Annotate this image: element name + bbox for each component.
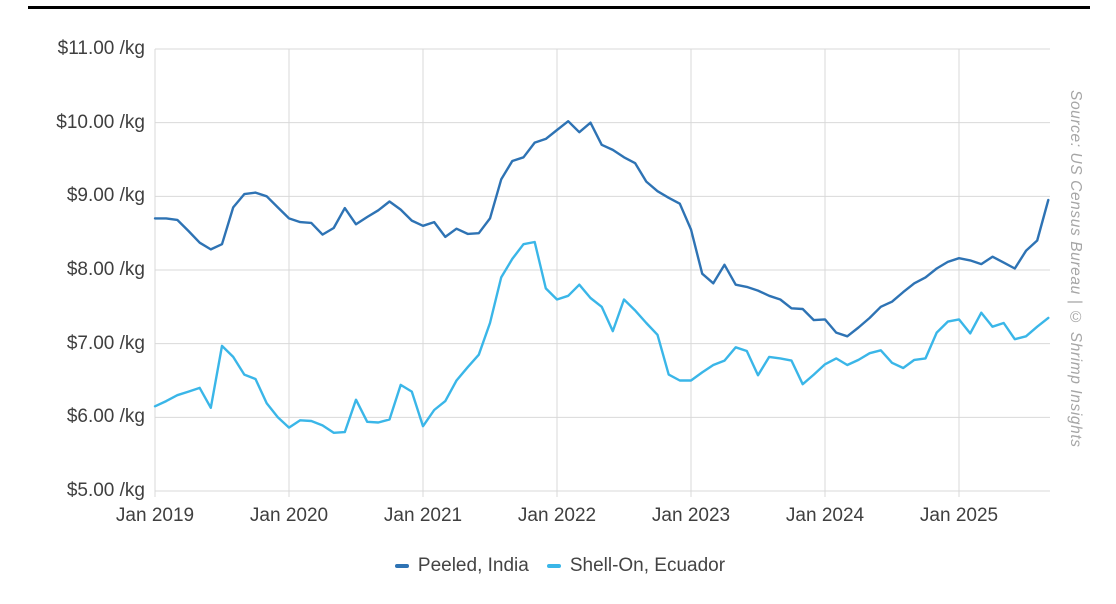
y-tick-label: $5.00 /kg: [66, 480, 145, 501]
x-tick-label: Jan 2025: [919, 505, 999, 526]
source-attribution: Source: US Census Bureau | © Shrimp Insi…: [1067, 90, 1084, 448]
legend-item-shell-on-ecuador: Shell-On, Ecuador: [546, 553, 726, 579]
y-tick-label: $7.00 /kg: [66, 332, 145, 354]
y-tick-label: $9.00 /kg: [66, 185, 145, 207]
x-tick-label: Jan 2024: [785, 505, 865, 526]
legend-item-peeled-india: Peeled, India: [394, 553, 529, 579]
legend-label: Peeled, India: [417, 555, 529, 576]
y-tick-label: $6.00 /kg: [66, 406, 145, 428]
top-divider-rule: [28, 6, 1090, 9]
y-tick-label: $8.00 /kg: [66, 259, 145, 280]
x-tick-label: Jan 2023: [651, 505, 731, 526]
y-tick-label: $11.00 /kg: [57, 38, 145, 59]
x-tick-label: Jan 2019: [115, 505, 195, 526]
x-tick-label: Jan 2020: [249, 505, 329, 526]
x-tick-label: Jan 2021: [383, 505, 463, 526]
series-line-shell-on-ecuador: [153, 240, 1050, 434]
chart-legend: Peeled, India Shell-On, Ecuador: [155, 552, 965, 580]
legend-dash-icon: [546, 564, 561, 568]
y-tick-label: $10.00 /kg: [56, 111, 145, 133]
x-tick-label: Jan 2022: [517, 505, 597, 526]
legend-label: Shell-On, Ecuador: [569, 555, 726, 576]
series-line-peeled-india: [153, 119, 1050, 338]
legend-dash-icon: [394, 564, 409, 568]
